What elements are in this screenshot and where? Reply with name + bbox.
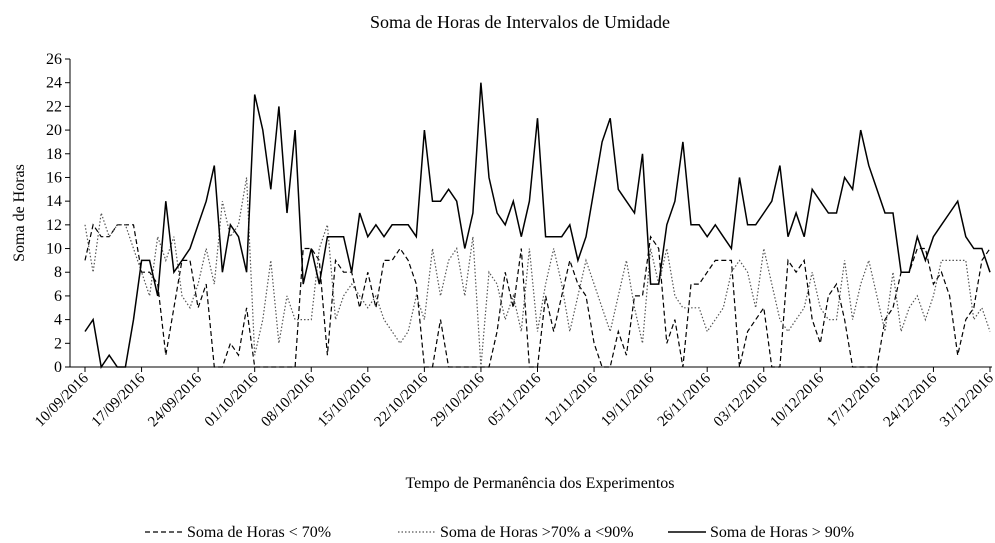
y-tick-label: 24 xyxy=(46,75,62,92)
x-tick-label: 10/09/2016 xyxy=(32,370,92,430)
y-tick-label: 20 xyxy=(46,122,62,139)
y-tick-label: 12 xyxy=(46,217,62,234)
series-line xyxy=(84,223,991,368)
y-axis-title: Soma de Horas xyxy=(11,164,28,262)
x-tick-label: 24/09/2016 xyxy=(145,370,205,430)
x-tick-label: 29/10/2016 xyxy=(428,370,488,430)
x-tick-label: 31/12/2016 xyxy=(937,370,995,430)
x-tick-label: 01/10/2016 xyxy=(202,370,262,430)
legend-label: Soma de Horas < 70% xyxy=(187,524,331,541)
x-tick-label: 22/10/2016 xyxy=(372,370,432,430)
y-tick-label: 18 xyxy=(46,146,62,163)
y-tick-label: 0 xyxy=(54,359,62,376)
legend-label: Soma de Horas >70% a <90% xyxy=(440,524,634,541)
y-tick-label: 6 xyxy=(54,288,62,305)
x-tick-label: 03/12/2016 xyxy=(711,370,771,430)
x-tick-label: 24/12/2016 xyxy=(881,370,941,430)
x-tick-label: 19/11/2016 xyxy=(598,370,658,430)
series-line xyxy=(84,82,991,369)
x-tick-label: 17/12/2016 xyxy=(824,370,884,430)
x-tick-label: 15/10/2016 xyxy=(315,370,375,430)
x-tick-label: 10/12/2016 xyxy=(768,370,828,430)
x-tick-label: 12/11/2016 xyxy=(542,370,602,430)
y-tick-label: 10 xyxy=(46,241,62,258)
x-tick-label: 17/09/2016 xyxy=(89,370,149,430)
y-tick-label: 16 xyxy=(46,169,62,186)
x-tick-label: 26/11/2016 xyxy=(655,370,715,430)
chart-title: Soma de Horas de Intervalos de Umidade xyxy=(370,12,670,32)
x-axis-title: Tempo de Permanência dos Experimentos xyxy=(405,475,674,492)
y-tick-label: 22 xyxy=(46,98,62,115)
y-tick-label: 8 xyxy=(54,264,62,281)
y-tick-label: 26 xyxy=(46,51,62,68)
x-tick-label: 05/11/2016 xyxy=(485,370,545,430)
x-tick-label: 08/10/2016 xyxy=(258,370,318,430)
y-tick-label: 14 xyxy=(46,193,62,210)
series-line xyxy=(84,177,991,368)
y-tick-label: 4 xyxy=(54,312,62,329)
legend-label: Soma de Horas > 90% xyxy=(710,524,854,541)
y-tick-label: 2 xyxy=(54,335,62,352)
